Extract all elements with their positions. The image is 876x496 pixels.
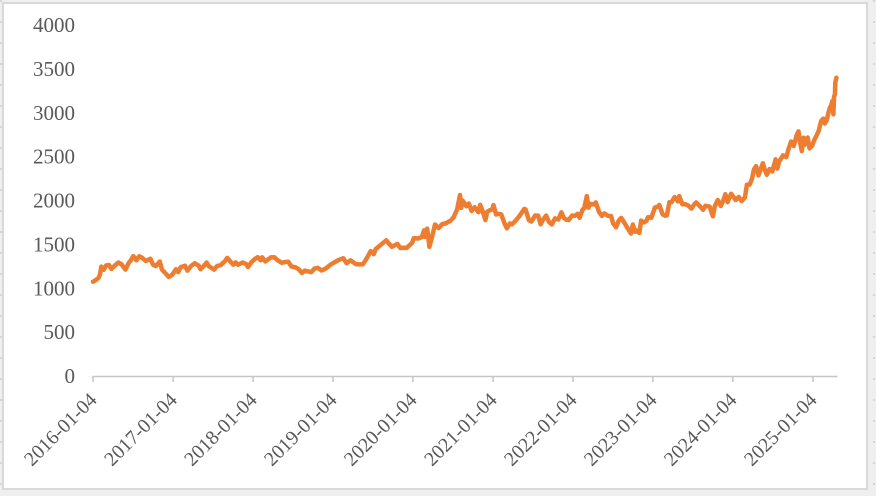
y-axis-tick-label: 1000	[33, 276, 75, 300]
x-axis-tick-label: 2023-01-04	[580, 389, 662, 471]
x-axis-tick-label: 2022-01-04	[500, 389, 582, 471]
y-axis-tick-label: 3000	[33, 101, 75, 125]
x-axis-tick-label: 2025-01-04	[740, 389, 822, 471]
y-axis-tick-label: 500	[44, 320, 76, 344]
x-axis-tick-label: 2018-01-04	[180, 389, 262, 471]
chart-area	[2, 2, 868, 490]
y-axis-tick-label: 0	[65, 364, 76, 388]
y-axis-tick-label: 2000	[33, 189, 75, 213]
y-axis-tick-label: 3500	[33, 57, 75, 81]
x-axis-tick-label: 2019-01-04	[260, 389, 342, 471]
x-axis-tick-label: 2024-01-04	[660, 389, 742, 471]
price-line-series	[90, 75, 839, 284]
x-axis-tick-label: 2016-01-04	[20, 389, 102, 471]
y-axis-tick-label: 4000	[33, 13, 75, 37]
x-axis-tick-label: 2020-01-04	[340, 389, 422, 471]
y-axis-tick-label: 2500	[33, 145, 75, 169]
x-axis-tick-label: 2021-01-04	[420, 389, 502, 471]
x-axis-tick-label: 2017-01-04	[100, 389, 182, 471]
y-axis-tick-label: 1500	[33, 232, 75, 256]
